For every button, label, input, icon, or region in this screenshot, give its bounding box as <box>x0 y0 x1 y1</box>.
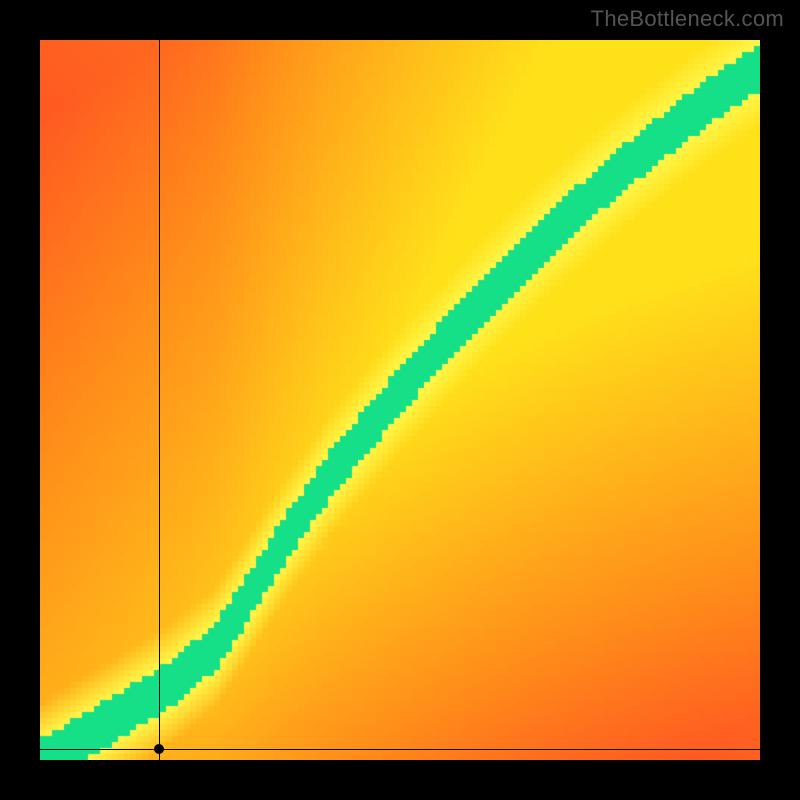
crosshair-horizontal <box>40 749 760 750</box>
watermark-text: TheBottleneck.com <box>591 6 784 32</box>
crosshair-vertical <box>159 40 160 760</box>
heatmap-canvas <box>40 40 760 760</box>
crosshair-marker <box>154 744 164 754</box>
heatmap-plot <box>40 40 760 760</box>
